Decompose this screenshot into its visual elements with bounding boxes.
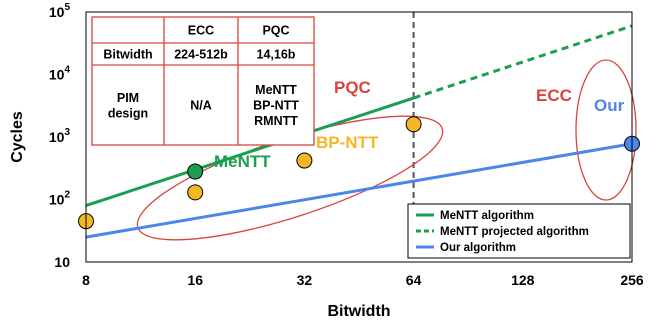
legend-frame — [407, 203, 631, 259]
y-tick-label-1: 102 — [49, 190, 71, 208]
x-tick-label-16: 16 — [187, 272, 203, 288]
legend-label-0: MeNTT algorithm — [440, 210, 534, 222]
y-tick-label-0: 10 — [54, 254, 70, 270]
marker-mentt-4 — [187, 163, 204, 180]
marker-bp-ntt-2 — [296, 152, 313, 169]
x-tick-label-64: 64 — [406, 272, 422, 288]
marker-bp-ntt-1 — [187, 184, 204, 201]
annotation-pqc: PQC — [334, 78, 371, 97]
x-tick-label-32: 32 — [297, 272, 313, 288]
series-line-2 — [85, 142, 633, 239]
table-row-label-1-1: design — [108, 106, 148, 120]
table-frame — [91, 16, 315, 146]
annotation-mentt: MeNTT — [214, 152, 271, 171]
series-line-1 — [413, 24, 633, 100]
y-tick-label-3: 104 — [49, 65, 71, 83]
annotations-layer: MeNTT BP-NTT PQC ECC Our — [214, 78, 625, 171]
lines-layer — [85, 24, 633, 239]
axes-layer: 8 16 32 64 128 256 10 102 103 104 105 Bitwidth Cycle… — [9, 2, 644, 320]
table-cell-pqc-0: 14,16b — [257, 48, 296, 62]
table-cell-pqc-1-0: MeNTT — [255, 83, 297, 97]
table-header-ecc: ECC — [188, 24, 214, 38]
table-row-label-1-0: PIM — [117, 91, 139, 105]
marker-bp-ntt-3 — [405, 116, 422, 133]
x-axis-title: Bitwidth — [327, 303, 390, 320]
x-tick-label-256: 256 — [620, 272, 644, 288]
annotation-our: Our — [594, 96, 625, 115]
table-cell-ecc-0: 224-512b — [174, 48, 228, 62]
y-axis-title: Cycles — [9, 111, 26, 163]
annotation-ecc: ECC — [536, 86, 572, 105]
ecc-ellipse — [575, 59, 637, 201]
plot-frame — [85, 11, 633, 263]
annotation-bpntt: BP-NTT — [316, 133, 379, 152]
table-header-pqc: PQC — [262, 24, 289, 38]
table-cell-ecc-1: N/A — [190, 99, 212, 113]
x-tick-label-128: 128 — [511, 272, 535, 288]
legend-label-2: Our algorithm — [440, 242, 516, 254]
legend: MeNTT algorithm MeNTT projected algorithm… — [407, 203, 631, 259]
series-line-0 — [85, 96, 415, 207]
y-tick-label-4: 105 — [49, 2, 71, 20]
table-row-label-0: Bitwidth — [103, 48, 152, 62]
table-cell-pqc-1-2: RMNTT — [254, 114, 298, 128]
legend-label-1: MeNTT projected algorithm — [440, 226, 589, 238]
table-cell-pqc-1-1: BP-NTT — [253, 99, 299, 113]
y-tick-label-2: 103 — [49, 127, 71, 145]
x-tick-label-8: 8 — [82, 272, 90, 288]
